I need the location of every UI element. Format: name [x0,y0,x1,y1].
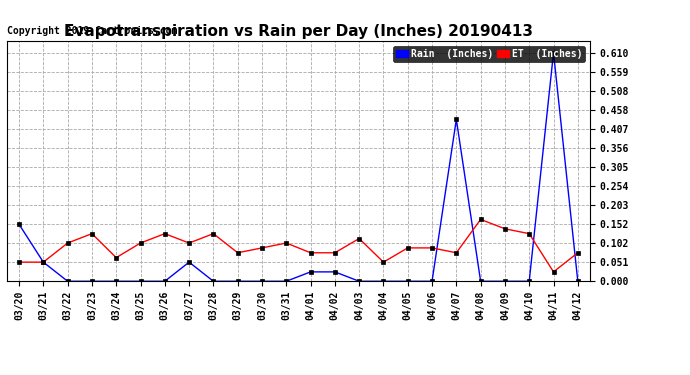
Title: Evapotranspiration vs Rain per Day (Inches) 20190413: Evapotranspiration vs Rain per Day (Inch… [64,24,533,39]
Legend: Rain  (Inches), ET  (Inches): Rain (Inches), ET (Inches) [393,46,585,62]
Text: Copyright 2019 Cartronics.com: Copyright 2019 Cartronics.com [7,26,177,36]
